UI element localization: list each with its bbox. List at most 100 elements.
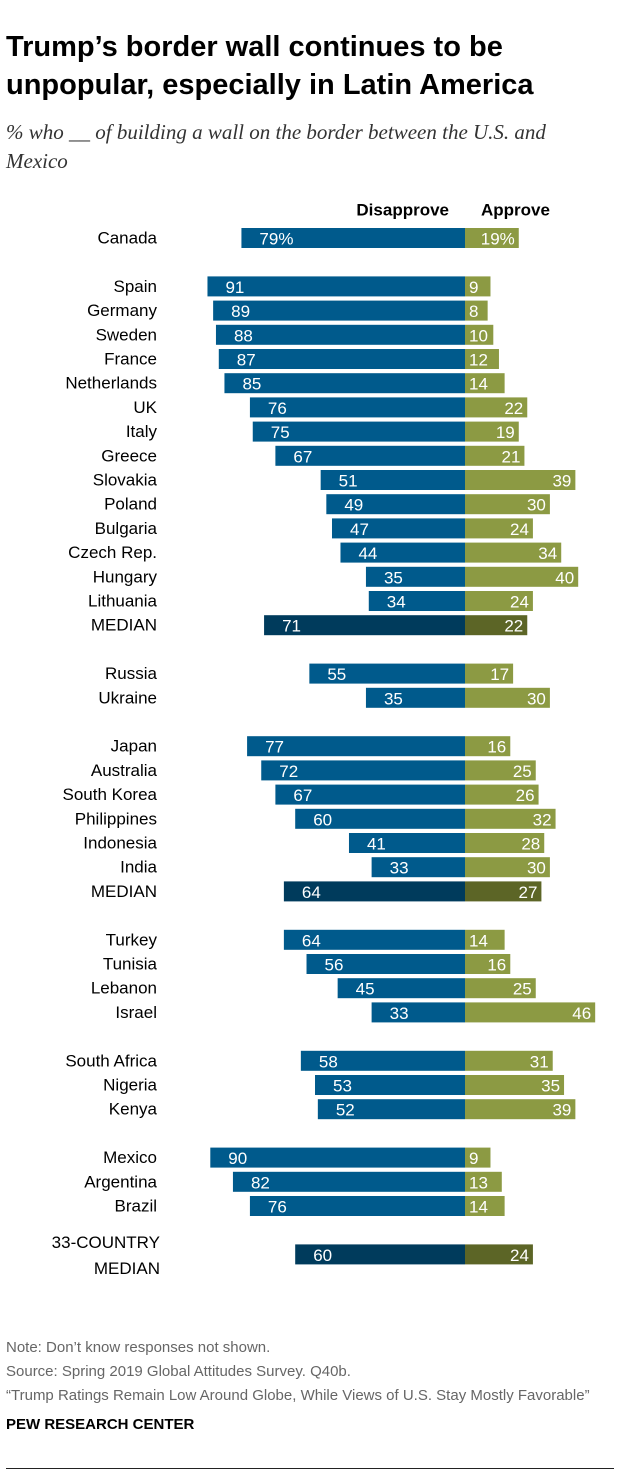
disapprove-bar xyxy=(241,228,465,248)
approve-bar xyxy=(465,857,550,878)
approve-value: 28 xyxy=(521,835,540,854)
disapprove-value: 91 xyxy=(225,278,244,297)
approve-value: 25 xyxy=(513,762,532,781)
row-label: Japan xyxy=(111,737,157,756)
row-label: South Korea xyxy=(62,785,157,804)
disapprove-bar xyxy=(309,663,465,684)
row-label: Ukraine xyxy=(98,688,157,707)
approve-bar xyxy=(465,470,576,490)
row-label: Russia xyxy=(105,664,158,683)
approve-bar xyxy=(465,445,525,466)
disapprove-bar xyxy=(207,276,465,297)
disapprove-value: 58 xyxy=(319,1052,338,1071)
approve-value: 24 xyxy=(510,520,529,539)
approve-value: 21 xyxy=(502,447,521,466)
disapprove-bar xyxy=(247,736,465,757)
approve-bar xyxy=(465,808,556,829)
bottom-rule xyxy=(6,1468,614,1469)
disapprove-value: 56 xyxy=(325,956,344,975)
disapprove-bar xyxy=(218,349,465,369)
approve-value: 30 xyxy=(527,859,546,878)
approve-bar xyxy=(465,349,499,369)
row-label: MEDIAN xyxy=(91,882,157,901)
disapprove-value: 49 xyxy=(344,496,363,515)
disapprove-value: 90 xyxy=(228,1149,247,1168)
approve-value: 26 xyxy=(516,786,535,805)
approve-value: 39 xyxy=(552,1101,571,1120)
approve-bar xyxy=(465,324,494,345)
approve-bar xyxy=(465,833,545,853)
approve-bar xyxy=(465,687,550,708)
disapprove-value: 75 xyxy=(271,423,290,442)
disapprove-bar xyxy=(326,494,465,515)
approve-value: 9 xyxy=(469,1149,478,1168)
disapprove-bar xyxy=(275,445,465,466)
approve-value: 19% xyxy=(481,230,515,249)
disapprove-bar xyxy=(348,833,465,853)
disapprove-bar xyxy=(371,1002,465,1023)
row-label: India xyxy=(120,858,157,877)
approve-bar xyxy=(465,300,488,321)
disapprove-bar xyxy=(283,929,465,950)
row-label: Hungary xyxy=(93,567,158,586)
disapprove-bar xyxy=(306,954,465,974)
approve-value: 32 xyxy=(533,810,552,829)
disapprove-value: 87 xyxy=(237,351,256,370)
row-label: Kenya xyxy=(109,1100,158,1119)
disapprove-bar xyxy=(371,857,465,878)
row-label: South Africa xyxy=(65,1051,157,1070)
approve-bar xyxy=(465,954,511,974)
disapprove-bar xyxy=(295,1244,465,1265)
approve-bar xyxy=(465,929,505,950)
approve-bar xyxy=(465,736,511,757)
report-text: “Trump Ratings Remain Low Around Globe, … xyxy=(6,1387,590,1404)
approve-bar xyxy=(465,421,519,442)
approve-bar xyxy=(465,1050,553,1071)
disapprove-value: 41 xyxy=(367,835,386,854)
row-label: Canada xyxy=(97,229,157,248)
approve-value: 9 xyxy=(469,278,478,297)
approve-value: 39 xyxy=(552,472,571,491)
approve-bar xyxy=(465,1075,565,1095)
row-label: Brazil xyxy=(114,1197,157,1216)
row-label: Lithuania xyxy=(88,592,158,611)
row-label: Bulgaria xyxy=(95,519,158,538)
approve-value: 24 xyxy=(510,1246,529,1265)
note-text: Note: Don’t know responses not shown. xyxy=(6,1339,271,1356)
disapprove-value: 71 xyxy=(282,617,301,636)
row-label: Sweden xyxy=(96,325,157,344)
row-label: Tunisia xyxy=(103,955,158,974)
row-label: Australia xyxy=(91,761,158,780)
row-label: Spain xyxy=(114,277,157,296)
disapprove-bar xyxy=(264,615,465,636)
approve-value: 19 xyxy=(496,423,515,442)
approve-bar xyxy=(465,1244,533,1265)
approve-value: 30 xyxy=(527,496,546,515)
approve-value: 10 xyxy=(469,326,488,345)
approve-value: 30 xyxy=(527,689,546,708)
row-label: Israel xyxy=(115,1003,157,1022)
disapprove-bar xyxy=(252,421,465,442)
approve-value: 31 xyxy=(530,1052,549,1071)
approve-value: 17 xyxy=(490,665,509,684)
disapprove-bar xyxy=(283,881,465,902)
row-label: Czech Rep. xyxy=(68,543,157,562)
approve-bar xyxy=(465,760,536,781)
approve-bar xyxy=(465,397,528,418)
approve-value: 24 xyxy=(510,593,529,612)
row-label: MEDIAN xyxy=(91,616,157,635)
approve-value: 14 xyxy=(469,931,488,950)
disapprove-bar xyxy=(275,784,465,805)
approve-bar xyxy=(465,518,533,539)
disapprove-bar xyxy=(365,566,465,587)
disapprove-bar xyxy=(224,373,465,394)
disapprove-value: 35 xyxy=(384,689,403,708)
approve-bar xyxy=(465,591,533,611)
approve-bar xyxy=(465,1196,505,1216)
approve-value: 25 xyxy=(513,980,532,999)
disapprove-value: 55 xyxy=(327,665,346,684)
approve-value: 14 xyxy=(469,375,488,394)
disapprove-value: 67 xyxy=(293,447,312,466)
row-label: Italy xyxy=(126,422,158,441)
approve-value: 14 xyxy=(469,1198,488,1217)
